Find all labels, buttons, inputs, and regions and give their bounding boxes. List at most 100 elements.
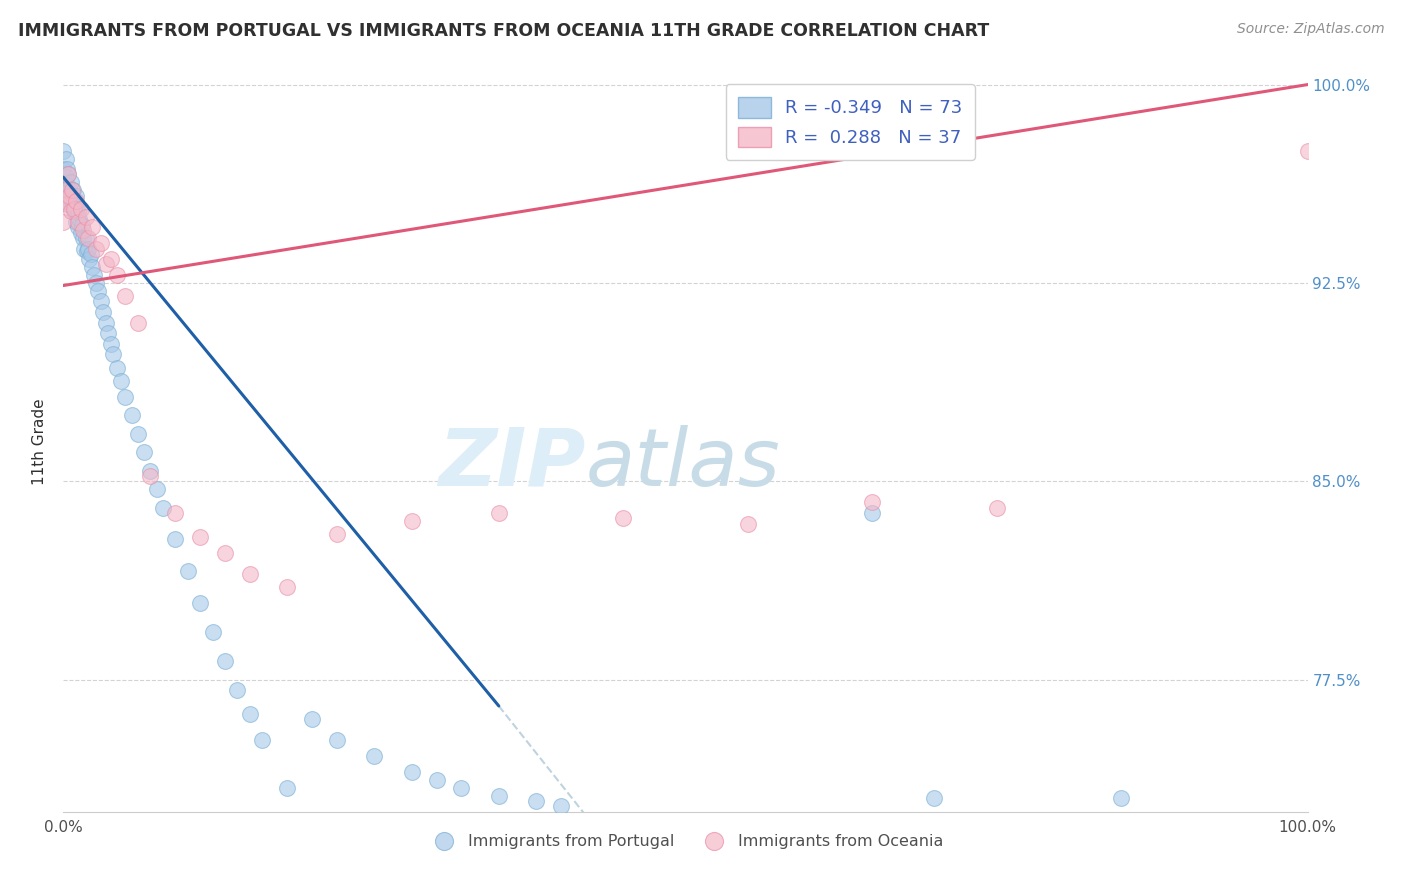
Point <box>65 188 87 202</box>
Point <box>134 445 156 459</box>
Point <box>70 218 93 232</box>
Point <box>79 252 101 266</box>
Text: ZIP: ZIP <box>439 425 586 503</box>
Point <box>214 545 236 559</box>
Point <box>56 196 79 211</box>
Point <box>76 244 98 259</box>
Point <box>62 196 84 211</box>
Point <box>63 202 86 216</box>
Point <box>252 733 274 747</box>
Point <box>65 194 87 208</box>
Point <box>80 220 103 235</box>
Point <box>97 326 120 340</box>
Point <box>326 733 349 747</box>
Point <box>127 316 149 330</box>
Point <box>58 188 80 202</box>
Point <box>59 175 82 190</box>
Point <box>62 183 84 197</box>
Point <box>177 564 200 578</box>
Point <box>58 196 80 211</box>
Point <box>59 188 82 202</box>
Point <box>58 168 80 182</box>
Point <box>80 260 103 274</box>
Point <box>139 469 162 483</box>
Point <box>127 426 149 441</box>
Y-axis label: 11th Grade: 11th Grade <box>32 398 48 485</box>
Point <box>114 390 136 404</box>
Point <box>73 242 96 256</box>
Point <box>65 215 87 229</box>
Point <box>72 231 94 245</box>
Point <box>52 175 75 190</box>
Point <box>90 236 112 251</box>
Point <box>239 706 262 721</box>
Point <box>63 204 86 219</box>
Legend: Immigrants from Portugal, Immigrants from Oceania: Immigrants from Portugal, Immigrants fro… <box>422 828 949 855</box>
Point <box>326 527 349 541</box>
Point <box>52 183 75 197</box>
Point <box>488 506 510 520</box>
Point <box>94 257 117 271</box>
Point <box>67 204 90 219</box>
Point <box>77 231 100 245</box>
Point <box>426 772 449 787</box>
Point <box>226 683 249 698</box>
Point <box>52 194 75 208</box>
Point <box>83 268 105 282</box>
Point <box>55 152 77 166</box>
Point <box>860 495 883 509</box>
Point <box>924 791 946 805</box>
Point <box>58 168 80 182</box>
Point <box>69 212 91 227</box>
Text: IMMIGRANTS FROM PORTUGAL VS IMMIGRANTS FROM OCEANIA 11TH GRADE CORRELATION CHART: IMMIGRANTS FROM PORTUGAL VS IMMIGRANTS F… <box>18 22 990 40</box>
Point <box>276 780 298 795</box>
Point <box>110 374 132 388</box>
Point <box>59 204 82 219</box>
Point <box>52 144 75 158</box>
Point <box>84 242 107 256</box>
Point <box>214 654 236 668</box>
Point <box>152 500 174 515</box>
Point <box>56 178 79 192</box>
Text: Source: ZipAtlas.com: Source: ZipAtlas.com <box>1237 22 1385 37</box>
Point <box>55 183 77 197</box>
Point <box>550 799 572 814</box>
Point <box>75 210 97 224</box>
Point <box>239 566 262 581</box>
Point <box>56 162 79 177</box>
Point <box>58 183 80 197</box>
Point <box>90 294 112 309</box>
Point <box>114 289 136 303</box>
Point <box>60 196 83 211</box>
Point <box>87 284 110 298</box>
Point <box>67 215 90 229</box>
Point <box>401 765 423 780</box>
Point <box>145 482 167 496</box>
Point <box>69 226 91 240</box>
Point <box>301 712 323 726</box>
Point <box>165 533 187 547</box>
Point <box>121 408 143 422</box>
Point <box>91 305 114 319</box>
Point <box>1296 144 1319 158</box>
Point <box>101 347 124 361</box>
Point <box>860 506 883 520</box>
Point <box>84 276 107 290</box>
Point <box>105 360 128 375</box>
Point <box>188 596 211 610</box>
Point <box>450 780 472 795</box>
Point <box>77 242 100 256</box>
Point <box>737 516 759 531</box>
Text: atlas: atlas <box>586 425 780 503</box>
Point <box>52 162 75 177</box>
Point <box>201 624 224 639</box>
Point <box>165 506 187 520</box>
Point <box>363 749 385 764</box>
Point <box>72 223 94 237</box>
Point <box>79 247 101 261</box>
Point <box>276 580 298 594</box>
Point <box>105 268 128 282</box>
Point <box>52 191 75 205</box>
Point <box>986 500 1008 515</box>
Point <box>60 183 83 197</box>
